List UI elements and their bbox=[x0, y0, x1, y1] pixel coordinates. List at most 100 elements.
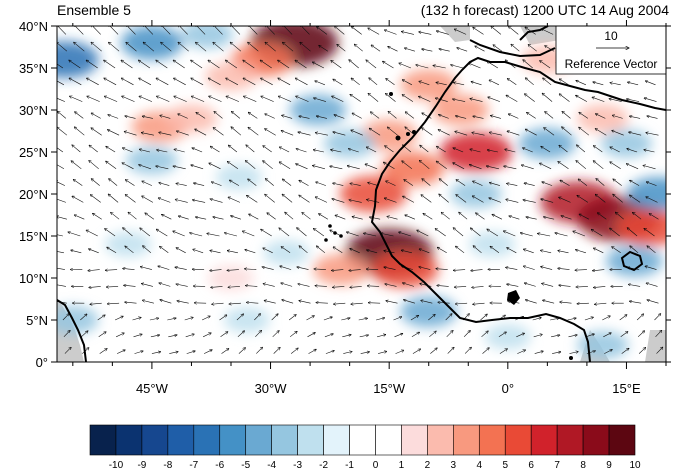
wind-arrow bbox=[57, 164, 65, 170]
wind-arrow bbox=[405, 215, 416, 220]
wind-arrow bbox=[203, 350, 212, 354]
lon-tick-label: 30°W bbox=[255, 381, 288, 396]
wind-arrow bbox=[260, 60, 272, 69]
wind-arrow bbox=[210, 146, 220, 153]
wind-arrow bbox=[469, 165, 482, 170]
wind-arrow bbox=[62, 314, 69, 321]
wind-arrow bbox=[349, 60, 359, 69]
wind-arrow bbox=[91, 113, 101, 119]
wind-arrow bbox=[604, 350, 612, 354]
wind-arrow bbox=[173, 231, 185, 237]
lon-tick-label: 0° bbox=[502, 381, 514, 396]
wind-arrow bbox=[433, 65, 446, 69]
colorbar-swatch bbox=[504, 424, 532, 456]
wind-arrow bbox=[532, 318, 542, 321]
wind-arrow bbox=[331, 60, 342, 69]
island bbox=[569, 356, 573, 360]
wind-arrow bbox=[141, 283, 153, 287]
wind-arrow bbox=[333, 79, 343, 86]
wind-arrow bbox=[224, 233, 237, 237]
wind-arrow bbox=[542, 283, 554, 287]
wind-arrow bbox=[279, 228, 290, 237]
wind-arrow bbox=[437, 247, 447, 254]
wind-arrow bbox=[437, 285, 449, 286]
wind-arrow bbox=[473, 116, 484, 119]
plot-title-left: Ensemble 5 bbox=[57, 2, 131, 18]
wind-arrow bbox=[542, 182, 553, 186]
wind-arrow bbox=[436, 161, 447, 170]
wind-arrow bbox=[630, 180, 640, 186]
wind-arrow bbox=[226, 96, 240, 102]
wind-arrow bbox=[57, 198, 67, 203]
wind-arrow bbox=[299, 246, 308, 254]
wind-arrow bbox=[377, 335, 386, 338]
colorbar-swatch bbox=[375, 424, 402, 456]
wind-arrow bbox=[629, 195, 641, 203]
wind-arrow bbox=[104, 96, 118, 102]
wind-arrow bbox=[504, 166, 517, 170]
wind-arrow bbox=[559, 197, 571, 203]
wind-arrow bbox=[386, 181, 396, 186]
wind-arrow bbox=[106, 161, 117, 170]
wind-arrow bbox=[646, 197, 658, 203]
negative-anomaly bbox=[57, 41, 99, 78]
wind-arrow bbox=[491, 26, 502, 35]
wind-arrow bbox=[594, 303, 607, 304]
colorbar-swatch bbox=[427, 424, 454, 456]
wind-arrow bbox=[213, 217, 224, 220]
wind-arrow bbox=[219, 315, 227, 321]
wind-arrow bbox=[593, 161, 604, 170]
wind-arrow bbox=[140, 267, 152, 270]
wind-arrow bbox=[412, 349, 421, 354]
wind-arrow bbox=[285, 212, 294, 220]
wind-arrow bbox=[585, 334, 595, 338]
wind-arrow bbox=[609, 99, 622, 102]
wind-arrow bbox=[142, 246, 152, 254]
wind-arrow bbox=[470, 99, 483, 102]
wind-arrow bbox=[545, 111, 554, 119]
wind-arrow bbox=[156, 229, 168, 237]
wind-arrow bbox=[550, 318, 559, 321]
wind-arrow bbox=[393, 317, 402, 321]
wind-arrow bbox=[254, 314, 260, 321]
wind-arrow bbox=[534, 351, 544, 354]
wind-arrow bbox=[99, 349, 107, 354]
wind-arrow bbox=[439, 49, 450, 52]
wind-arrow bbox=[420, 284, 432, 287]
wind-arrow bbox=[209, 96, 222, 102]
wind-arrow bbox=[558, 161, 569, 170]
wind-arrow bbox=[142, 196, 154, 203]
colorbar-label: 3 bbox=[451, 460, 457, 471]
wind-arrow bbox=[365, 164, 378, 170]
wind-arrow bbox=[508, 26, 519, 35]
wind-arrow bbox=[376, 318, 385, 321]
wind-arrow bbox=[139, 96, 153, 102]
wind-arrow bbox=[596, 179, 605, 186]
colorbar-swatch bbox=[193, 424, 221, 456]
wind-arrow bbox=[422, 179, 431, 186]
wind-arrow bbox=[576, 286, 588, 287]
wind-arrow bbox=[384, 198, 397, 203]
wind-arrow bbox=[421, 195, 432, 203]
wind-arrow bbox=[612, 130, 624, 136]
colorbar-swatch bbox=[323, 424, 350, 456]
wind-arrow bbox=[419, 81, 430, 86]
wind-arrow bbox=[555, 233, 568, 237]
wind-arrow bbox=[441, 212, 450, 220]
wind-arrow bbox=[507, 183, 518, 186]
wind-arrow bbox=[125, 246, 134, 254]
wind-arrow bbox=[90, 303, 102, 304]
wind-arrow bbox=[245, 286, 258, 287]
colorbar-label: 6 bbox=[528, 460, 534, 471]
wind-arrow bbox=[525, 129, 537, 136]
wind-arrow bbox=[543, 300, 555, 304]
wind-arrow bbox=[242, 231, 255, 237]
wind-arrow bbox=[520, 233, 533, 237]
wind-arrow bbox=[453, 83, 465, 86]
wind-arrow bbox=[435, 229, 446, 237]
wind-arrow bbox=[125, 195, 136, 203]
wind-arrow bbox=[315, 81, 326, 86]
wind-arrow bbox=[161, 214, 172, 220]
wind-arrow bbox=[207, 233, 220, 237]
